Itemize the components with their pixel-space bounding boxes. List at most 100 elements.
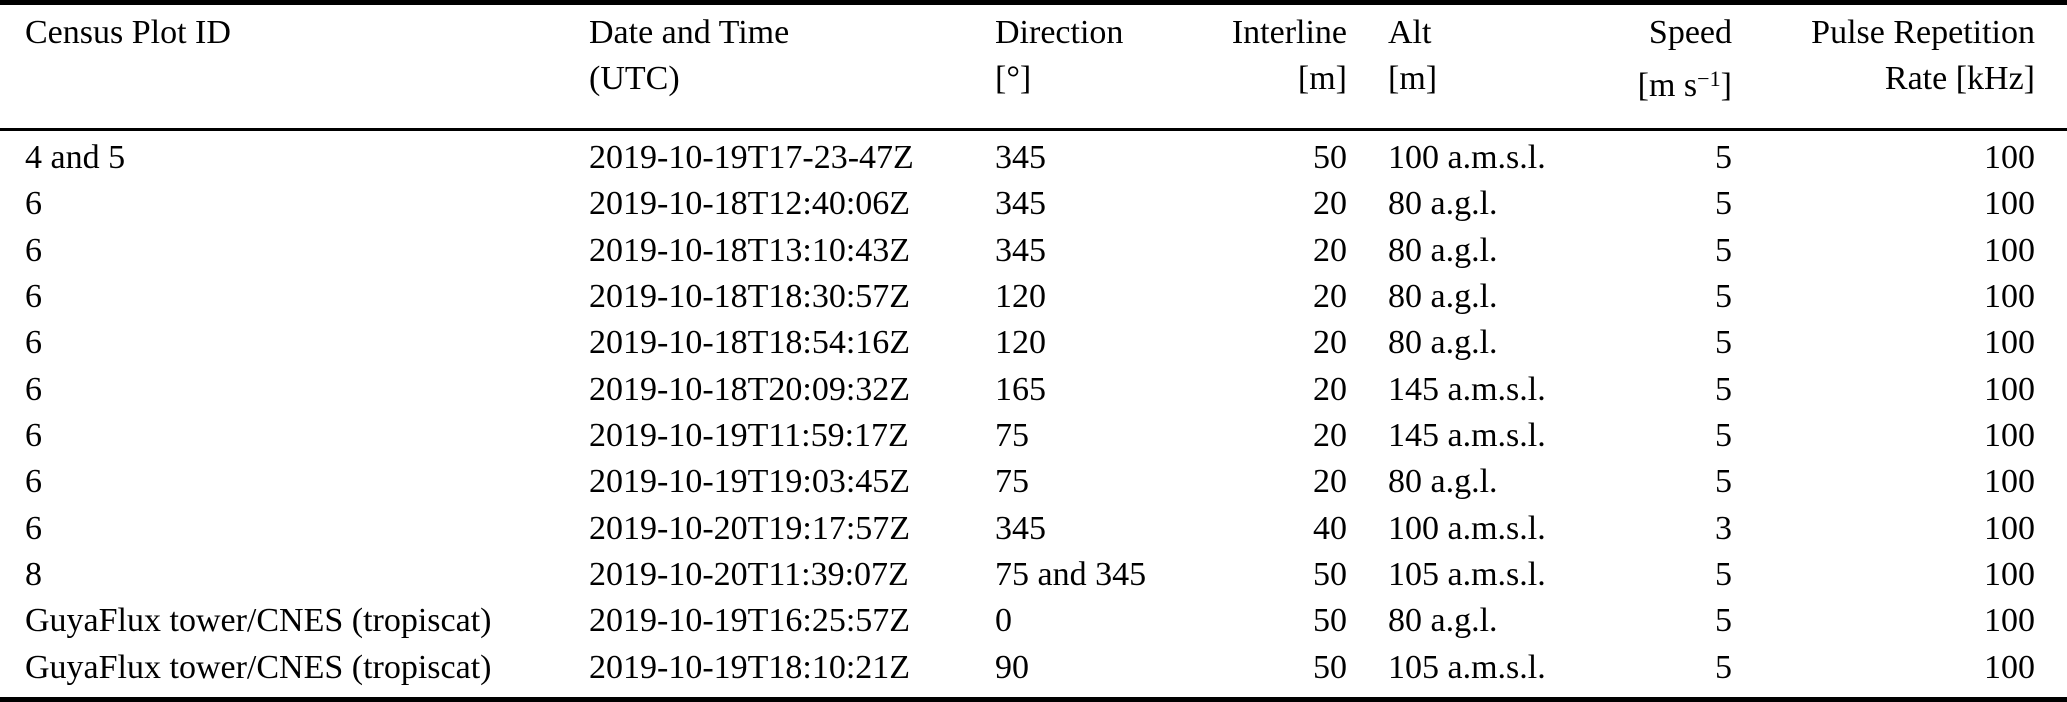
cell-date-time: 2019-10-19T18:10:21Z [589, 648, 911, 686]
cell-interline: 20 [1313, 370, 1347, 408]
cell-census-plot-id: 6 [25, 463, 42, 501]
cell-speed: 5 [1715, 231, 1732, 269]
cell-speed: 5 [1715, 416, 1732, 454]
header-unit: [m s−1] [1590, 56, 1732, 109]
table-row: 6 2019-10-20T19:17:57Z 345 40 100 a.m.s.… [0, 506, 2067, 552]
table-row: GuyaFlux tower/CNES (tropiscat) 2019-10-… [0, 645, 2067, 691]
cell-date-time: 2019-10-18T18:54:16Z [589, 324, 911, 362]
cell-speed: 5 [1715, 370, 1732, 408]
table-row: 6 2019-10-18T12:40:06Z 345 20 80 a.g.l. … [0, 181, 2067, 227]
cell-direction: 345 [995, 231, 1046, 269]
cell-pulse-repetition-rate: 100 [1984, 509, 2035, 547]
cell-pulse-repetition-rate: 100 [1984, 324, 2035, 362]
cell-date-time: 2019-10-19T11:59:17Z [589, 416, 909, 454]
table-row: 6 2019-10-18T18:30:57Z 120 20 80 a.g.l. … [0, 274, 2067, 320]
cell-census-plot-id: GuyaFlux tower/CNES (tropiscat) [25, 648, 492, 686]
cell-census-plot-id: 6 [25, 370, 42, 408]
cell-direction: 75 [995, 463, 1029, 501]
cell-census-plot-id: 6 [25, 231, 42, 269]
cell-interline: 50 [1313, 138, 1347, 176]
table-header-rule [0, 127, 2067, 131]
cell-direction: 345 [995, 138, 1046, 176]
cell-date-time: 2019-10-18T13:10:43Z [589, 231, 911, 269]
cell-date-time: 2019-10-19T16:25:57Z [589, 602, 911, 640]
cell-alt: 145 a.m.s.l. [1388, 416, 1546, 454]
header-label: Alt [1388, 14, 1432, 51]
cell-census-plot-id: 6 [25, 416, 42, 454]
cell-pulse-repetition-rate: 100 [1984, 370, 2035, 408]
cell-interline: 50 [1313, 555, 1347, 593]
cell-census-plot-id: 6 [25, 509, 42, 547]
cell-speed: 5 [1715, 324, 1732, 362]
cell-alt: 105 a.m.s.l. [1388, 555, 1546, 593]
cell-interline: 20 [1313, 231, 1347, 269]
speed-unit-superscript: −1 [1697, 66, 1721, 91]
cell-interline: 20 [1313, 416, 1347, 454]
cell-date-time: 2019-10-18T12:40:06Z [589, 185, 911, 223]
cell-date-time: 2019-10-20T11:39:07Z [589, 555, 909, 593]
header-unit: [m] [1297, 60, 1347, 97]
cell-direction: 165 [995, 370, 1046, 408]
cell-speed: 5 [1715, 277, 1732, 315]
cell-alt: 80 a.g.l. [1388, 231, 1498, 269]
cell-alt: 100 a.m.s.l. [1388, 138, 1546, 176]
cell-pulse-repetition-rate: 100 [1984, 416, 2035, 454]
column-header-speed: Speed [m s−1] [1590, 10, 1732, 109]
cell-alt: 80 a.g.l. [1388, 463, 1498, 501]
cell-alt: 80 a.g.l. [1388, 277, 1498, 315]
column-header-alt: Alt [m] [1347, 10, 1590, 109]
cell-interline: 20 [1313, 277, 1347, 315]
table-row: 6 2019-10-18T13:10:43Z 345 20 80 a.g.l. … [0, 228, 2067, 274]
cell-date-time: 2019-10-19T17-23-47Z [589, 138, 914, 176]
table-top-rule [0, 0, 2067, 5]
table-row: 6 2019-10-19T19:03:45Z 75 20 80 a.g.l. 5… [0, 459, 2067, 505]
column-header-pulse-repetition-rate: Pulse Repetition Rate [kHz] [1732, 10, 2035, 109]
header-unit: Rate [kHz] [1884, 60, 2035, 97]
cell-census-plot-id: GuyaFlux tower/CNES (tropiscat) [25, 602, 492, 640]
cell-census-plot-id: 8 [25, 555, 42, 593]
table-row: 6 2019-10-18T18:54:16Z 120 20 80 a.g.l. … [0, 320, 2067, 366]
cell-pulse-repetition-rate: 100 [1984, 185, 2035, 223]
cell-alt: 105 a.m.s.l. [1388, 648, 1546, 686]
cell-alt: 80 a.g.l. [1388, 185, 1498, 223]
cell-pulse-repetition-rate: 100 [1984, 463, 2035, 501]
cell-alt: 80 a.g.l. [1388, 324, 1498, 362]
cell-speed: 3 [1715, 509, 1732, 547]
cell-pulse-repetition-rate: 100 [1984, 277, 2035, 315]
speed-unit-suffix: ] [1720, 66, 1732, 104]
header-label: Census Plot ID [25, 14, 231, 51]
cell-interline: 20 [1313, 463, 1347, 501]
cell-direction: 75 [995, 416, 1029, 454]
table-row: 6 2019-10-18T20:09:32Z 165 20 145 a.m.s.… [0, 367, 2067, 413]
cell-date-time: 2019-10-18T18:30:57Z [589, 277, 911, 315]
cell-alt: 100 a.m.s.l. [1388, 509, 1546, 547]
header-label: Pulse Repetition [1811, 14, 2035, 51]
header-label: Date and Time [589, 14, 790, 51]
cell-alt: 145 a.m.s.l. [1388, 370, 1546, 408]
cell-census-plot-id: 6 [25, 277, 42, 315]
cell-date-time: 2019-10-19T19:03:45Z [589, 463, 911, 501]
table-row: 4 and 5 2019-10-19T17-23-47Z 345 50 100 … [0, 135, 2067, 181]
header-unit: (UTC) [589, 60, 680, 97]
column-header-direction: Direction [°] [995, 10, 1215, 109]
cell-speed: 5 [1715, 185, 1732, 223]
cell-census-plot-id: 6 [25, 324, 42, 362]
cell-date-time: 2019-10-18T20:09:32Z [589, 370, 911, 408]
cell-interline: 20 [1313, 185, 1347, 223]
table-body: 4 and 5 2019-10-19T17-23-47Z 345 50 100 … [0, 131, 2067, 691]
cell-interline: 20 [1313, 324, 1347, 362]
table-row: GuyaFlux tower/CNES (tropiscat) 2019-10-… [0, 598, 2067, 644]
table-header-row: Census Plot ID Date and Time (UTC) Direc… [0, 5, 2067, 109]
cell-interline: 40 [1313, 509, 1347, 547]
cell-direction: 345 [995, 185, 1046, 223]
table-row: 6 2019-10-19T11:59:17Z 75 20 145 a.m.s.l… [0, 413, 2067, 459]
cell-interline: 50 [1313, 648, 1347, 686]
column-header-date-time: Date and Time (UTC) [589, 10, 995, 109]
cell-pulse-repetition-rate: 100 [1984, 648, 2035, 686]
header-label: Speed [1648, 14, 1732, 51]
cell-direction: 75 and 345 [995, 555, 1147, 593]
speed-unit-prefix: [m s [1637, 66, 1698, 104]
cell-speed: 5 [1715, 138, 1732, 176]
cell-interline: 50 [1313, 602, 1347, 640]
